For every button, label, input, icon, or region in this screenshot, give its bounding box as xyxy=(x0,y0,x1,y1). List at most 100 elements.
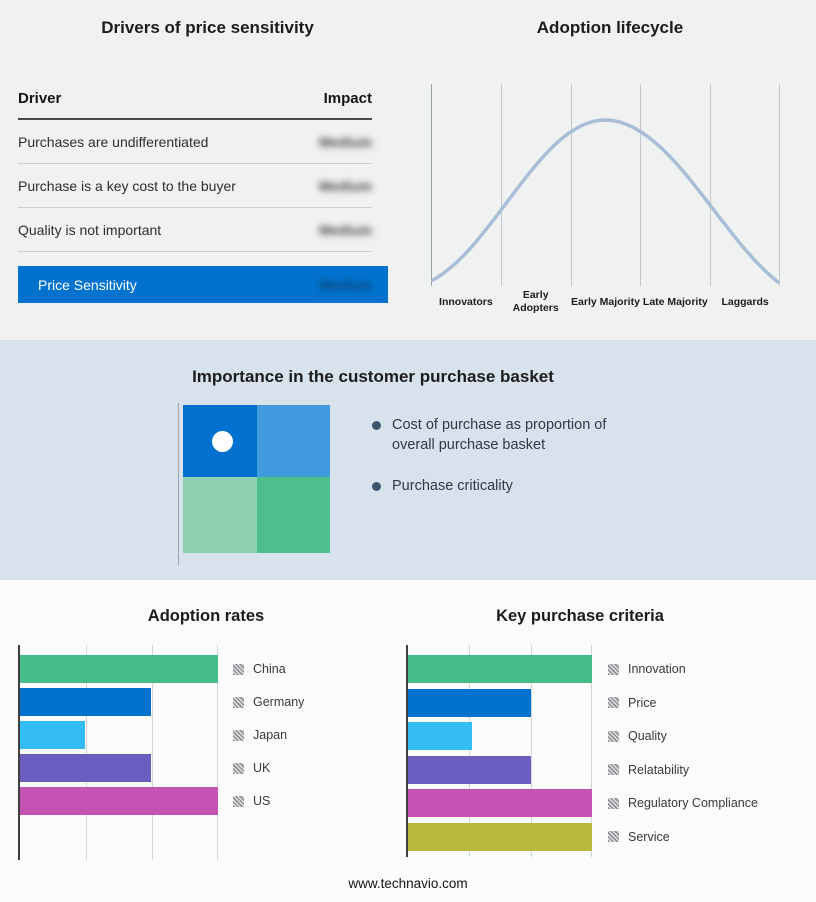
drivers-table: Driver Impact Purchases are undifferenti… xyxy=(18,90,388,303)
legend-swatch-icon xyxy=(608,730,619,742)
bell-curve xyxy=(431,118,780,284)
legend-item: Innovation xyxy=(608,658,758,680)
stage-label: Laggards xyxy=(721,295,769,308)
quadrant-bottom-left xyxy=(183,477,257,553)
gridline xyxy=(570,84,572,286)
stage-label: Early Adopters xyxy=(512,289,559,314)
lifecycle-stage-labels: Innovators Early Adopters Early Majority… xyxy=(431,287,780,317)
gridline xyxy=(779,84,780,286)
y-axis-line xyxy=(406,645,408,857)
price-sensitivity-banner: Price Sensitivity Medium xyxy=(18,266,388,303)
bar-relatability xyxy=(408,755,532,784)
driver-cell: Purchases are undifferentiated xyxy=(18,133,209,150)
driver-cell: Quality is not important xyxy=(18,221,162,238)
table-row: Purchase is a key cost to the buyer Medi… xyxy=(18,164,372,208)
bar-innovation xyxy=(408,655,592,683)
legend-swatch-icon xyxy=(608,764,619,775)
gridline xyxy=(591,645,592,857)
impact-cell-redacted: Medium xyxy=(319,221,372,238)
legend-item: UK xyxy=(233,757,304,779)
legend-swatch-icon xyxy=(608,831,619,842)
key-purchase-criteria-legend: Innovation Price Quality Relatability Re… xyxy=(608,658,758,848)
legend-item: Germany xyxy=(233,691,304,713)
bullet-icon xyxy=(372,421,381,430)
impact-cell-redacted: Medium xyxy=(319,177,372,194)
basket-title: Importance in the customer purchase bask… xyxy=(192,367,554,386)
stage-label: Innovators xyxy=(439,295,493,308)
basket-bullet-list: Cost of purchase as proportion of overal… xyxy=(372,416,628,519)
bar-germany xyxy=(20,688,151,716)
bullet-text: Cost of purchase as proportion of overal… xyxy=(392,417,607,453)
quadrant-top-right xyxy=(257,405,330,477)
bar-regulatory-compliance xyxy=(408,789,592,817)
legend-swatch-icon xyxy=(608,697,619,708)
legend-item: Quality xyxy=(608,725,758,747)
stage-label: Late Majority xyxy=(642,295,708,308)
legend-swatch-icon xyxy=(608,663,619,675)
gridline xyxy=(469,645,471,857)
key-purchase-criteria-title: Key purchase criteria xyxy=(496,607,664,625)
bar-uk xyxy=(20,754,151,782)
legend-swatch-icon xyxy=(608,797,619,809)
bullet-icon xyxy=(372,482,381,492)
table-row: Purchases are undifferentiated Medium xyxy=(18,120,372,164)
bar-japan xyxy=(20,721,86,749)
legend-label: Japan xyxy=(253,728,288,742)
bar-us xyxy=(20,787,218,815)
bullet-item: Purchase criticality xyxy=(372,477,628,497)
quadrant-top-left xyxy=(183,405,257,477)
legend-swatch-icon xyxy=(233,795,244,807)
col-header-impact: Impact xyxy=(323,90,372,107)
legend-swatch-icon xyxy=(233,696,244,708)
legend-item: China xyxy=(233,658,304,680)
gridline xyxy=(710,84,712,286)
bar-china xyxy=(20,655,218,683)
price-sensitivity-label: Price Sensitivity xyxy=(38,276,137,293)
legend-label: Price xyxy=(628,695,657,710)
bullet-item: Cost of purchase as proportion of overal… xyxy=(372,416,628,455)
col-header-driver: Driver xyxy=(18,90,62,107)
legend-label: China xyxy=(253,662,286,676)
quadrant-bottom-right xyxy=(257,477,330,553)
drivers-table-header: Driver Impact xyxy=(18,90,372,120)
gridline xyxy=(530,645,532,857)
gridline xyxy=(152,645,153,860)
gridline xyxy=(431,84,432,286)
table-row: Quality is not important Medium xyxy=(18,208,372,252)
legend-item: Regulatory Compliance xyxy=(608,792,758,814)
legend-swatch-icon xyxy=(233,663,244,675)
legend-item: US xyxy=(233,790,304,812)
legend-label: US xyxy=(253,794,271,808)
legend-label: Service xyxy=(628,829,670,844)
impact-cell-redacted: Medium xyxy=(319,133,372,150)
quadrant-axis-line xyxy=(178,403,179,565)
adoption-rates-title: Adoption rates xyxy=(147,607,265,625)
drivers-title: Drivers of price sensitivity xyxy=(101,18,314,37)
key-purchase-criteria-chart xyxy=(406,645,592,857)
position-marker-dot xyxy=(212,431,233,452)
bottom-charts-section: Adoption rates Key purchase criteria Chi… xyxy=(0,580,816,902)
price-sensitivity-value-redacted: Medium xyxy=(319,276,372,293)
adoption-lifecycle-chart xyxy=(431,84,780,286)
y-axis-line xyxy=(18,645,20,860)
legend-swatch-icon xyxy=(233,729,244,741)
bar-service xyxy=(408,822,592,851)
legend-item: Price xyxy=(608,692,758,714)
legend-label: Quality xyxy=(628,729,667,743)
legend-label: Relatability xyxy=(628,762,690,777)
gridline xyxy=(85,645,87,860)
top-section: Drivers of price sensitivity Adoption li… xyxy=(0,0,816,340)
legend-label: Innovation xyxy=(628,662,686,676)
lifecycle-title: Adoption lifecycle xyxy=(536,18,684,37)
website-footer: www.technavio.com xyxy=(348,876,468,891)
adoption-rates-legend: China Germany Japan UK US xyxy=(233,658,304,812)
bar-price xyxy=(408,688,532,717)
gridline xyxy=(500,84,502,286)
legend-item: Service xyxy=(608,826,758,848)
legend-label: Germany xyxy=(253,695,305,709)
stage-label: Early Majority xyxy=(571,295,640,308)
legend-label: UK xyxy=(253,761,271,775)
legend-swatch-icon xyxy=(233,762,244,774)
purchase-basket-quadrant xyxy=(183,405,330,553)
